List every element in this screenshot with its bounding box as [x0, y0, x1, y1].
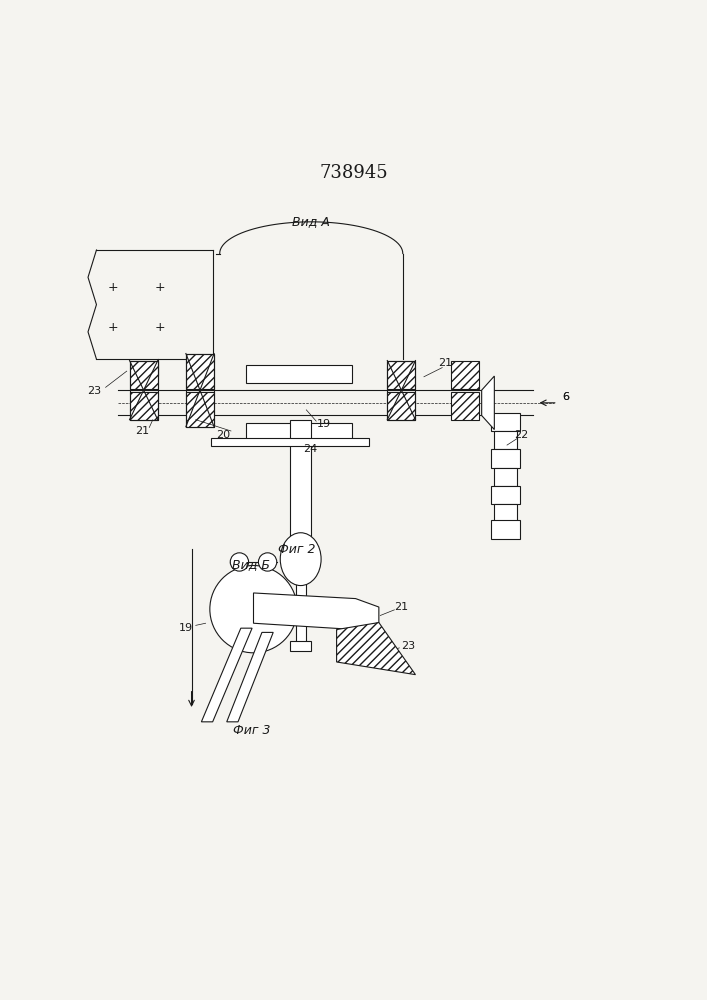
- Bar: [450, 392, 479, 420]
- Polygon shape: [254, 593, 379, 630]
- Text: Вид Б: Вид Б: [233, 558, 270, 571]
- Bar: [186, 354, 214, 389]
- Polygon shape: [481, 376, 494, 430]
- Bar: [491, 449, 520, 468]
- Text: 6: 6: [562, 392, 569, 402]
- Text: 21: 21: [438, 358, 452, 368]
- Bar: [186, 354, 214, 427]
- Text: 6: 6: [562, 392, 569, 402]
- Bar: [290, 420, 311, 544]
- Text: 19: 19: [317, 419, 331, 429]
- Bar: [290, 641, 311, 651]
- Polygon shape: [337, 623, 416, 675]
- Text: 19: 19: [179, 623, 193, 633]
- Text: +: +: [107, 281, 118, 294]
- Polygon shape: [227, 632, 273, 722]
- Circle shape: [210, 565, 297, 653]
- Bar: [491, 520, 520, 539]
- Text: 23: 23: [87, 386, 101, 396]
- Text: Фиг 2: Фиг 2: [279, 543, 316, 556]
- Bar: [494, 468, 517, 486]
- Circle shape: [259, 553, 276, 571]
- Text: 738945: 738945: [319, 164, 388, 182]
- Bar: [211, 438, 369, 446]
- Text: 20: 20: [216, 430, 230, 440]
- Text: +: +: [107, 321, 118, 334]
- Text: 23: 23: [402, 641, 416, 651]
- Bar: [494, 431, 517, 449]
- Bar: [494, 504, 517, 523]
- Text: 24: 24: [303, 444, 317, 454]
- Bar: [247, 365, 352, 383]
- Text: Фиг 3: Фиг 3: [233, 724, 270, 737]
- Bar: [296, 575, 306, 642]
- Bar: [491, 413, 520, 431]
- Bar: [129, 361, 158, 420]
- Bar: [491, 486, 520, 504]
- Text: 21: 21: [135, 426, 149, 436]
- Text: 21: 21: [395, 602, 409, 612]
- Bar: [129, 392, 158, 420]
- Bar: [247, 423, 352, 441]
- Bar: [387, 361, 416, 389]
- Bar: [186, 392, 214, 427]
- Ellipse shape: [280, 533, 321, 586]
- Text: +: +: [155, 321, 165, 334]
- Text: +: +: [155, 281, 165, 294]
- Bar: [387, 392, 416, 420]
- Bar: [387, 361, 416, 420]
- Text: Вид A: Вид A: [292, 215, 330, 228]
- Text: 22: 22: [514, 430, 528, 440]
- Bar: [129, 361, 158, 389]
- Polygon shape: [201, 628, 252, 722]
- Bar: [450, 361, 479, 389]
- Circle shape: [230, 553, 249, 571]
